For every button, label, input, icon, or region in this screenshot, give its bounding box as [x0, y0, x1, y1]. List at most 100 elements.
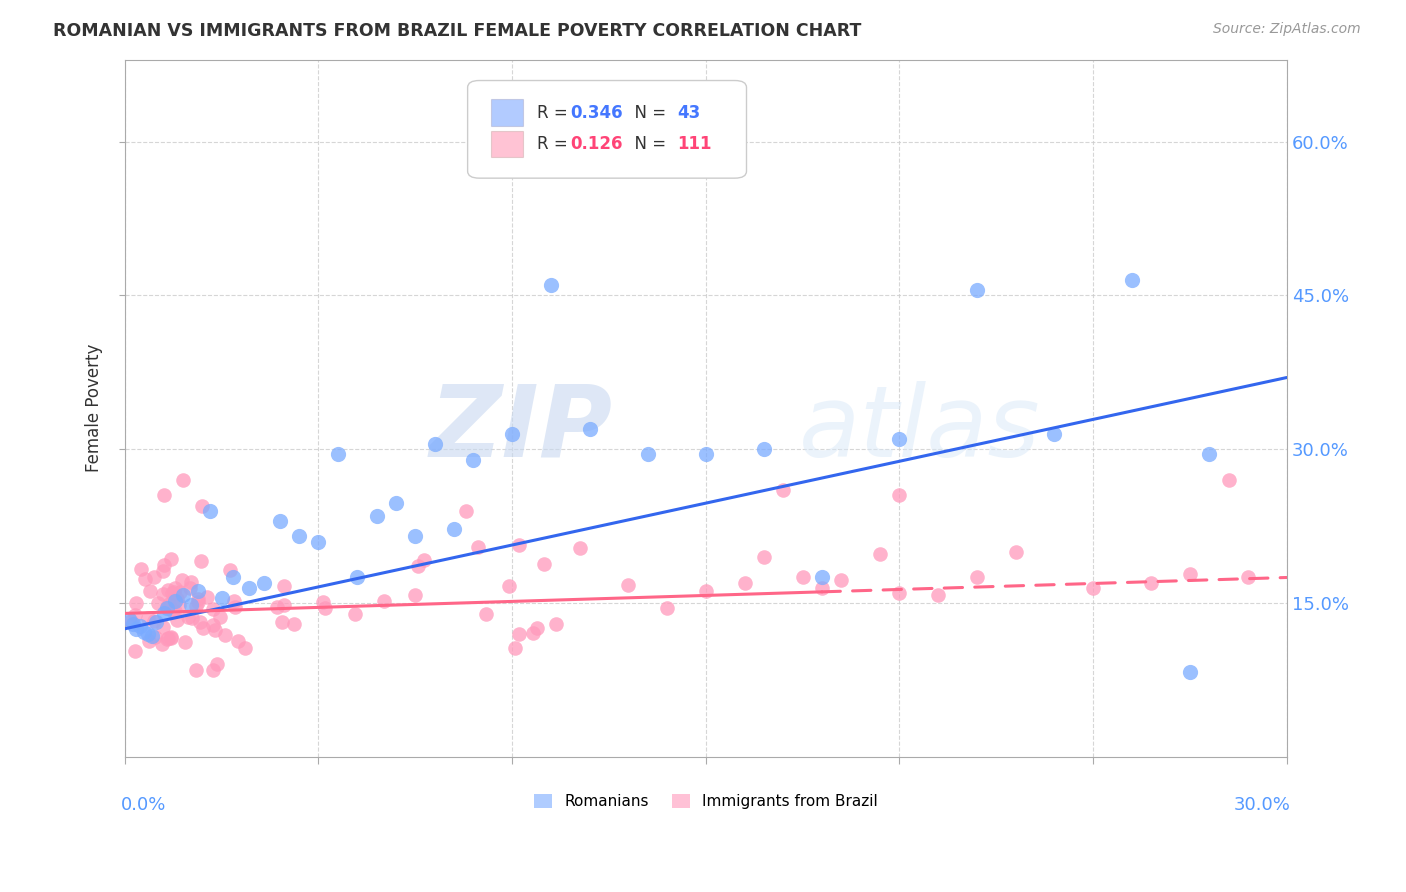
Immigrants from Brazil [273, 598, 295, 612]
Romanians [288, 529, 311, 543]
Immigrants from Brazil [406, 559, 429, 574]
Immigrants from Brazil [266, 599, 288, 614]
Text: R =: R = [537, 103, 574, 121]
Immigrants from Brazil [1083, 581, 1105, 595]
Romanians [637, 447, 659, 461]
Immigrants from Brazil [179, 581, 201, 595]
Immigrants from Brazil [467, 541, 489, 555]
Immigrants from Brazil [508, 538, 530, 552]
Romanians [211, 591, 233, 605]
Immigrants from Brazil [522, 626, 544, 640]
Immigrants from Brazil [134, 572, 156, 586]
Immigrants from Brazil [145, 630, 167, 644]
Y-axis label: Female Poverty: Female Poverty [86, 344, 103, 473]
Text: atlas: atlas [799, 381, 1040, 478]
Immigrants from Brazil [129, 562, 152, 576]
Immigrants from Brazil [373, 594, 395, 608]
Romanians [889, 432, 911, 446]
Immigrants from Brazil [503, 641, 526, 656]
Immigrants from Brazil [966, 570, 988, 584]
Immigrants from Brazil [508, 627, 530, 641]
Immigrants from Brazil [138, 634, 160, 648]
Immigrants from Brazil [160, 585, 183, 599]
Immigrants from Brazil [152, 488, 174, 502]
Immigrants from Brazil [176, 610, 198, 624]
Immigrants from Brazil [139, 583, 162, 598]
Immigrants from Brazil [772, 483, 794, 498]
Immigrants from Brazil [195, 590, 218, 604]
Immigrants from Brazil [156, 599, 179, 614]
Romanians [1198, 447, 1220, 461]
Immigrants from Brazil [165, 581, 187, 595]
Romanians [238, 581, 260, 595]
Romanians [134, 624, 156, 639]
Romanians [180, 598, 202, 612]
Immigrants from Brazil [224, 600, 246, 615]
Immigrants from Brazil [869, 547, 891, 561]
Text: 111: 111 [676, 135, 711, 153]
Immigrants from Brazil [734, 575, 756, 590]
Immigrants from Brazil [165, 604, 187, 618]
Immigrants from Brazil [222, 594, 245, 608]
Immigrants from Brazil [283, 617, 305, 632]
Romanians [346, 570, 368, 584]
Immigrants from Brazil [1140, 575, 1163, 590]
Legend: Romanians, Immigrants from Brazil: Romanians, Immigrants from Brazil [527, 789, 884, 815]
Immigrants from Brazil [1218, 473, 1240, 487]
Immigrants from Brazil [120, 615, 142, 629]
Romanians [152, 607, 174, 621]
Immigrants from Brazil [533, 558, 555, 572]
Romanians [125, 622, 148, 636]
Text: Source: ZipAtlas.com: Source: ZipAtlas.com [1213, 22, 1361, 37]
Immigrants from Brazil [172, 473, 194, 487]
Text: N =: N = [624, 135, 672, 153]
Immigrants from Brazil [180, 574, 202, 589]
Immigrants from Brazil [204, 624, 226, 638]
Immigrants from Brazil [695, 583, 717, 598]
Immigrants from Brazil [152, 565, 174, 579]
Immigrants from Brazil [193, 621, 215, 635]
Immigrants from Brazil [927, 588, 949, 602]
Romanians [141, 629, 163, 643]
Immigrants from Brazil [830, 573, 852, 587]
Immigrants from Brazil [184, 599, 207, 614]
Immigrants from Brazil [187, 591, 209, 606]
Bar [491, 99, 523, 126]
Immigrants from Brazil [889, 488, 911, 502]
Immigrants from Brazil [811, 581, 834, 595]
Romanians [540, 278, 562, 293]
Romanians [145, 615, 167, 629]
Romanians [578, 422, 600, 436]
Immigrants from Brazil [187, 595, 209, 609]
Immigrants from Brazil [159, 597, 181, 611]
Immigrants from Brazil [655, 601, 678, 615]
Immigrants from Brazil [311, 595, 333, 609]
Immigrants from Brazil [1004, 545, 1026, 559]
Romanians [752, 442, 775, 457]
Immigrants from Brazil [314, 601, 336, 615]
Immigrants from Brazil [271, 615, 294, 629]
Romanians [269, 514, 291, 528]
Immigrants from Brazil [205, 657, 228, 671]
Romanians [404, 529, 426, 543]
Romanians [198, 504, 221, 518]
Immigrants from Brazil [273, 579, 295, 593]
Immigrants from Brazil [180, 611, 202, 625]
Immigrants from Brazil [124, 644, 146, 658]
Romanians [443, 522, 465, 536]
Text: R =: R = [537, 135, 574, 153]
Romanians [136, 627, 159, 641]
Immigrants from Brazil [169, 585, 191, 599]
Romanians [156, 601, 179, 615]
Romanians [129, 618, 152, 632]
Immigrants from Brazil [752, 549, 775, 564]
Text: 30.0%: 30.0% [1234, 796, 1291, 814]
Immigrants from Brazil [143, 615, 166, 629]
Romanians [366, 508, 388, 523]
Immigrants from Brazil [153, 558, 176, 573]
Immigrants from Brazil [124, 607, 146, 622]
Immigrants from Brazil [150, 637, 173, 651]
Romanians [1121, 273, 1143, 287]
Bar [491, 131, 523, 157]
Romanians [501, 426, 523, 441]
